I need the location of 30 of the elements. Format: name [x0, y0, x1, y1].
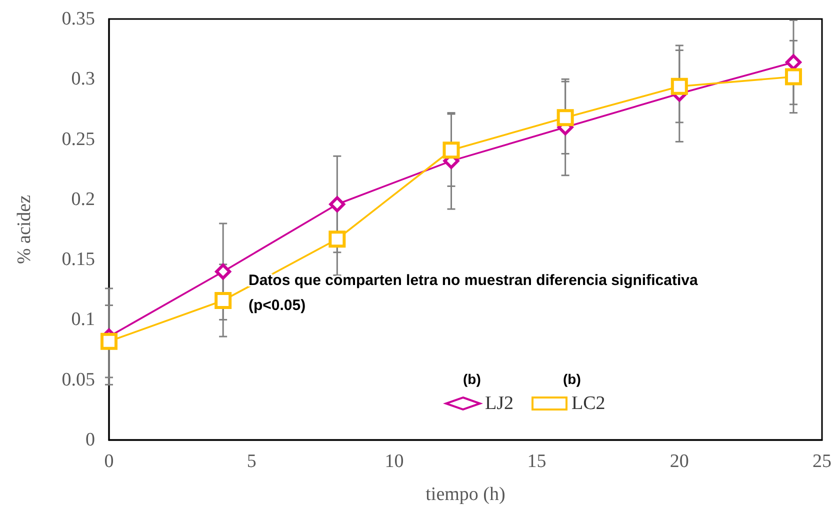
y-tick-label: 0.25	[62, 128, 95, 150]
y-tick-label: 0.15	[62, 249, 95, 270]
x-tick-label: 5	[246, 451, 256, 472]
point	[556, 109, 574, 126]
x-axis-title: tiempo (h)	[426, 484, 506, 505]
point	[329, 196, 346, 212]
x-tick-label: 10	[384, 451, 404, 472]
x-tick-label: 15	[527, 451, 546, 472]
annotation: (b)	[563, 371, 581, 387]
point	[214, 292, 232, 309]
y-tick-label: 0.05	[62, 369, 95, 390]
x-tick-label: 20	[670, 451, 689, 472]
y-tick-label: 0.1	[71, 309, 95, 330]
y-axis-title: % acidez	[14, 194, 35, 264]
point	[670, 78, 688, 95]
y-tick-label: 0.2	[71, 188, 95, 210]
legend-label: LC2	[572, 393, 606, 414]
y-tick-label: 0.35	[62, 8, 95, 30]
y-tick-label: 0	[86, 430, 95, 450]
point	[328, 230, 346, 248]
x-tick-label: 0	[104, 451, 114, 472]
point	[785, 54, 802, 70]
point	[215, 264, 232, 280]
x-tick-label: 25	[812, 451, 832, 472]
point	[442, 142, 460, 159]
point	[784, 68, 802, 86]
y-tick-label: 0.3	[71, 68, 95, 90]
annotation: (b)	[463, 371, 481, 387]
legend-label: LJ2	[485, 393, 514, 414]
point	[100, 332, 118, 350]
